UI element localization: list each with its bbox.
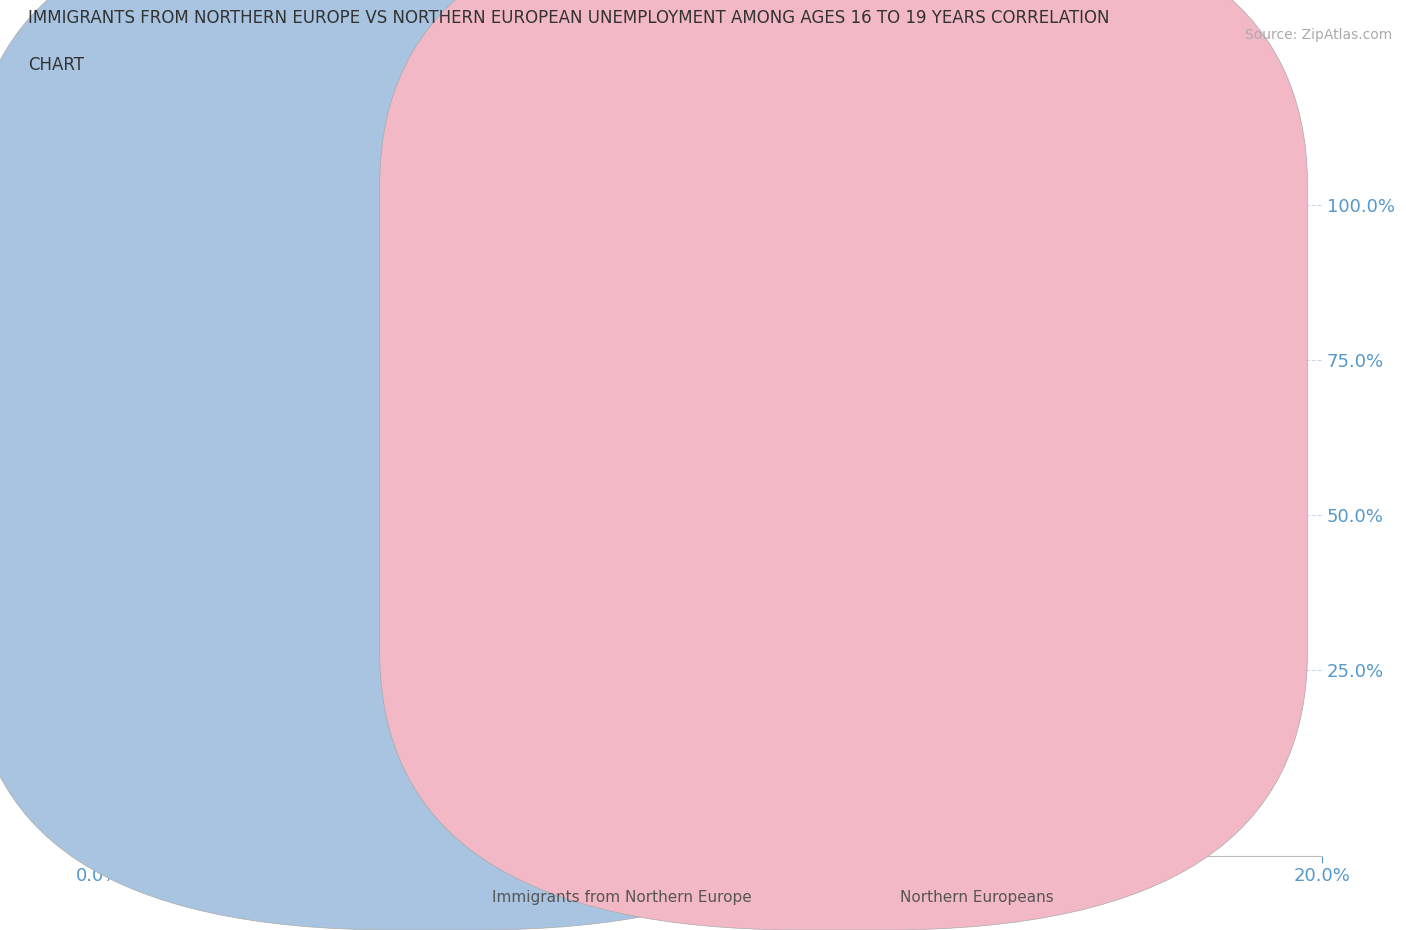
Point	[149, 681, 172, 696]
Point	[179, 665, 201, 680]
Text: ZIP: ZIP	[456, 476, 612, 553]
Point	[240, 551, 263, 565]
Point	[100, 697, 122, 711]
Point	[186, 665, 208, 680]
Point	[155, 678, 177, 693]
Point	[883, 650, 905, 665]
Point	[222, 659, 245, 674]
Point	[142, 684, 165, 698]
Point	[129, 690, 152, 705]
Point	[209, 520, 232, 535]
Point	[240, 659, 263, 674]
Point	[332, 650, 354, 665]
Point	[160, 674, 183, 689]
Point	[350, 520, 373, 535]
Point	[197, 600, 219, 615]
Point	[173, 656, 195, 671]
Point	[209, 662, 232, 677]
Text: IMMIGRANTS FROM NORTHERN EUROPE VS NORTHERN EUROPEAN UNEMPLOYMENT AMONG AGES 16 : IMMIGRANTS FROM NORTHERN EUROPE VS NORTH…	[28, 9, 1109, 27]
Point	[392, 650, 416, 665]
Point	[319, 581, 342, 596]
Point	[883, 213, 905, 228]
Point	[155, 671, 177, 686]
Point	[160, 669, 183, 684]
Point	[124, 690, 146, 705]
Point	[100, 693, 122, 708]
Point	[142, 681, 165, 696]
Text: Northern Europeans: Northern Europeans	[900, 890, 1053, 905]
Point	[167, 671, 190, 686]
Point	[124, 687, 146, 702]
Point	[301, 650, 323, 665]
Point	[974, 213, 997, 228]
Point	[129, 684, 152, 698]
Point	[191, 669, 214, 684]
Point	[129, 687, 152, 702]
Point	[270, 588, 292, 603]
Legend:   R = 0.793   N = 23,   R = 0.776   N = 20: R = 0.793 N = 23, R = 0.776 N = 20	[523, 147, 799, 227]
Point	[1066, 213, 1088, 228]
Point	[118, 687, 141, 702]
Text: CHART: CHART	[28, 56, 84, 73]
Point	[699, 650, 721, 665]
Point	[111, 690, 134, 705]
Y-axis label: Unemployment Among Ages 16 to 19 years: Unemployment Among Ages 16 to 19 years	[72, 326, 87, 660]
Point	[93, 697, 115, 711]
Point	[93, 697, 115, 711]
Point	[105, 693, 128, 708]
Text: Immigrants from Northern Europe: Immigrants from Northern Europe	[492, 890, 752, 905]
Point	[105, 693, 128, 708]
Point	[136, 684, 159, 698]
Point	[363, 646, 385, 661]
Point	[186, 656, 208, 671]
Text: Source: ZipAtlas.com: Source: ZipAtlas.com	[1244, 28, 1392, 42]
Point	[118, 693, 141, 708]
Point	[149, 684, 172, 698]
Point	[173, 669, 195, 684]
Point	[441, 520, 464, 535]
Point	[111, 697, 134, 711]
Point	[259, 653, 281, 668]
Point	[270, 653, 292, 668]
Text: atlas: atlas	[612, 476, 807, 553]
